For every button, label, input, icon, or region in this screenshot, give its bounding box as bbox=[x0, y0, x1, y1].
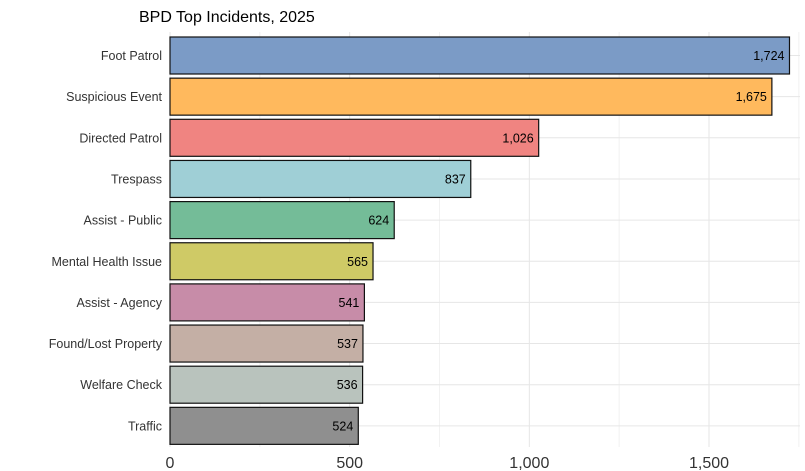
category-label: Assist - Agency bbox=[77, 296, 163, 310]
x-tick-label: 1,500 bbox=[689, 455, 729, 471]
value-label: 624 bbox=[368, 214, 389, 228]
value-label: 541 bbox=[339, 296, 360, 310]
bar bbox=[169, 118, 540, 157]
bar bbox=[169, 365, 364, 404]
category-label: Foot Patrol bbox=[101, 49, 162, 63]
category-label: Welfare Check bbox=[80, 378, 162, 392]
bar bbox=[169, 283, 365, 322]
category-label: Mental Health Issue bbox=[52, 255, 163, 269]
value-label: 1,675 bbox=[736, 90, 767, 104]
category-label: Found/Lost Property bbox=[49, 337, 163, 351]
bar bbox=[169, 201, 395, 240]
bar bbox=[169, 36, 791, 75]
x-tick-label: 500 bbox=[336, 455, 363, 471]
category-label: Traffic bbox=[128, 419, 162, 433]
bar bbox=[169, 242, 374, 281]
value-labels: 1,724 1,675 1,026 837 624 565 541 537 536 524 bbox=[332, 49, 784, 433]
value-label: 565 bbox=[347, 255, 368, 269]
bar bbox=[169, 159, 472, 199]
category-label: Suspicious Event bbox=[66, 90, 162, 104]
category-label: Assist - Public bbox=[84, 214, 163, 228]
category-labels: Foot Patrol Suspicious Event Directed Patr… bbox=[49, 49, 163, 433]
chart-title: BPD Top Incidents, 2025 bbox=[139, 9, 315, 26]
value-label: 524 bbox=[332, 419, 353, 433]
value-label: 536 bbox=[337, 378, 358, 392]
category-label: Trespass bbox=[111, 172, 162, 186]
bar bbox=[169, 77, 773, 116]
x-tick-label: 0 bbox=[166, 455, 175, 471]
value-label: 537 bbox=[337, 337, 358, 351]
bar bbox=[169, 406, 359, 445]
bars bbox=[169, 36, 791, 445]
x-tick-label: 1,000 bbox=[509, 455, 549, 471]
value-label: 1,026 bbox=[502, 131, 533, 145]
x-axis-ticks: 0 500 1,000 1,500 bbox=[166, 455, 730, 471]
value-label: 1,724 bbox=[753, 49, 784, 63]
bar bbox=[169, 324, 364, 363]
value-label: 837 bbox=[445, 172, 466, 186]
category-label: Directed Patrol bbox=[79, 131, 162, 145]
